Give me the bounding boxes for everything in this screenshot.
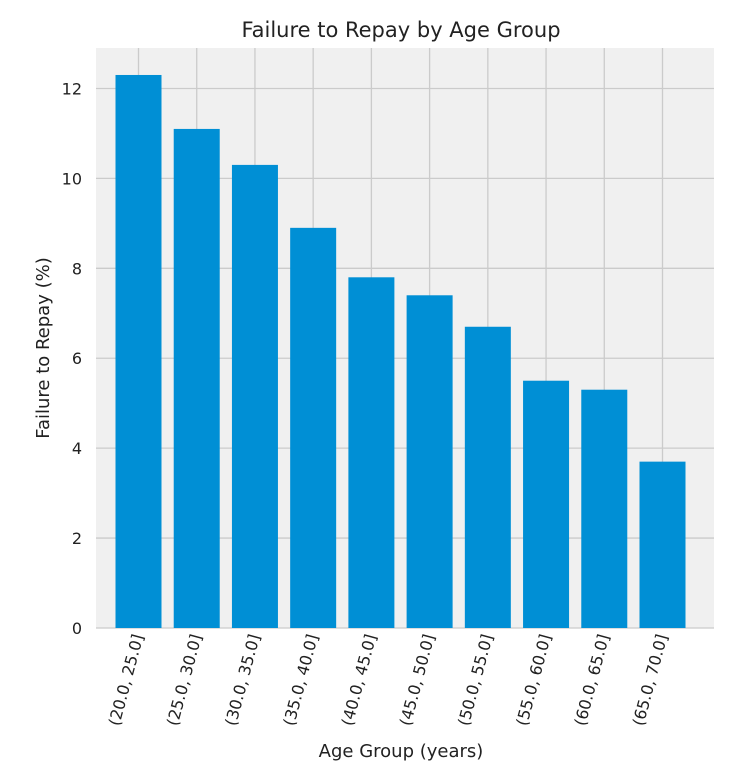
bar-3 xyxy=(290,227,337,628)
bar-7 xyxy=(523,380,570,628)
bar-9 xyxy=(639,461,686,628)
y-axis-label: Failure to Repay (%) xyxy=(33,257,54,439)
bar-6 xyxy=(464,326,511,628)
y-tick-label: 4 xyxy=(72,439,82,458)
y-tick-label: 12 xyxy=(62,79,82,98)
bar-4 xyxy=(348,277,395,628)
bar-8 xyxy=(581,389,628,628)
x-axis-label: Age Group (years) xyxy=(319,741,484,762)
bar-2 xyxy=(231,164,278,628)
chart-title: Failure to Repay by Age Group xyxy=(241,18,560,42)
y-tick-label: 0 xyxy=(72,619,82,638)
y-tick-labels: 0 2 4 6 8 10 12 xyxy=(62,79,82,638)
y-tick-label: 8 xyxy=(72,259,82,278)
bars xyxy=(115,74,686,628)
bar-5 xyxy=(406,295,453,628)
bar-0 xyxy=(115,74,162,628)
y-tick-label: 6 xyxy=(72,349,82,368)
y-tick-label: 2 xyxy=(72,529,82,548)
bar-1 xyxy=(173,128,220,628)
y-tick-label: 10 xyxy=(62,169,82,188)
